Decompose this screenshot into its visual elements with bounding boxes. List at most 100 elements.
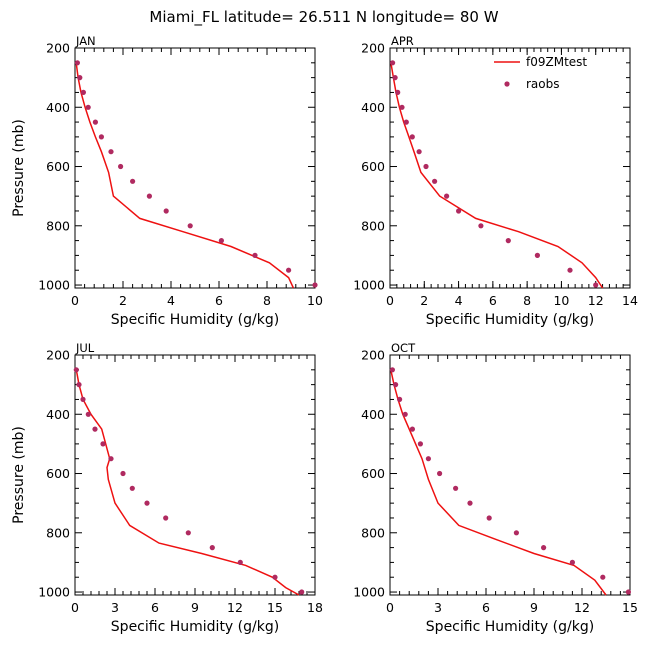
x-tick-label: 15 xyxy=(622,600,638,615)
y-tick-label: 200 xyxy=(361,41,385,56)
x-tick-label: 2 xyxy=(420,293,428,308)
obs-point xyxy=(108,149,114,155)
obs-point xyxy=(402,411,408,417)
obs-point xyxy=(593,282,599,288)
panel-label: APR xyxy=(391,34,414,48)
model-line xyxy=(390,369,607,596)
x-axis-label: Specific Humidity (g/kg) xyxy=(111,619,279,635)
x-tick-label: 0 xyxy=(71,600,79,615)
y-tick-label: 400 xyxy=(46,407,70,422)
x-tick-label: 10 xyxy=(553,293,569,308)
x-tick-label: 6 xyxy=(489,293,497,308)
obs-point xyxy=(513,530,520,536)
x-tick-label: 12 xyxy=(574,600,590,615)
plot-frame xyxy=(389,47,631,289)
obs-point xyxy=(144,500,150,506)
obs-point xyxy=(534,252,541,258)
obs-point xyxy=(393,382,399,388)
obs-point xyxy=(209,545,215,551)
obs-point xyxy=(85,104,91,110)
obs-point xyxy=(409,426,415,432)
model-line xyxy=(75,369,300,596)
obs-point xyxy=(218,238,224,244)
y-tick-label: 1000 xyxy=(38,278,70,293)
x-tick-label: 3 xyxy=(434,600,442,615)
y-tick-label: 800 xyxy=(361,218,385,233)
obs-point xyxy=(397,396,403,402)
obs-point xyxy=(416,149,422,155)
y-tick-label: 600 xyxy=(46,466,70,481)
obs-point xyxy=(100,441,106,447)
x-axis-label: Specific Humidity (g/kg) xyxy=(111,312,279,328)
y-tick-label: 600 xyxy=(361,159,385,174)
x-axis-label: Specific Humidity (g/kg) xyxy=(426,619,594,635)
obs-point xyxy=(73,367,79,373)
obs-point xyxy=(389,367,395,373)
x-tick-label: 18 xyxy=(307,600,323,615)
obs-point xyxy=(444,193,450,199)
obs-point xyxy=(600,574,606,580)
x-tick-label: 0 xyxy=(386,293,394,308)
obs-point xyxy=(505,238,511,244)
obs-point xyxy=(569,559,576,566)
plot-frame xyxy=(74,47,316,289)
x-tick-label: 12 xyxy=(227,600,243,615)
x-tick-label: 15 xyxy=(267,600,283,615)
obs-point xyxy=(425,456,431,462)
obs-point xyxy=(423,163,429,170)
y-tick-label: 200 xyxy=(46,348,70,363)
panel-label: JUL xyxy=(75,341,95,355)
x-tick-label: 0 xyxy=(386,600,394,615)
figure-title: Miami_FL latitude= 26.511 N longitude= 8… xyxy=(149,8,498,27)
obs-point xyxy=(92,426,98,432)
x-tick-label: 4 xyxy=(167,293,175,308)
obs-point xyxy=(185,530,191,536)
x-axis-label: Specific Humidity (g/kg) xyxy=(426,312,594,328)
y-tick-label: 200 xyxy=(361,348,385,363)
model-line xyxy=(75,62,295,289)
obs-point xyxy=(130,178,136,184)
y-tick-label: 800 xyxy=(46,218,70,233)
x-tick-label: 8 xyxy=(263,293,271,308)
obs-point xyxy=(409,134,415,140)
obs-point xyxy=(163,208,169,214)
y-tick-label: 400 xyxy=(46,100,70,115)
obs-point xyxy=(567,267,573,273)
obs-point xyxy=(417,441,423,447)
obs-point xyxy=(74,60,80,66)
legend-model-label: f09ZMtest xyxy=(526,55,587,69)
x-tick-label: 8 xyxy=(523,293,531,308)
y-tick-label: 400 xyxy=(361,407,385,422)
obs-point xyxy=(392,75,398,81)
legend-obs-label: raobs xyxy=(526,77,560,91)
obs-point xyxy=(395,89,401,95)
plot-frame xyxy=(389,354,631,596)
y-tick-label: 800 xyxy=(46,525,70,540)
obs-point xyxy=(478,223,484,229)
legend: f09ZMtest raobs xyxy=(494,55,587,91)
y-axis-label: Pressure (mb) xyxy=(11,426,27,524)
obs-point xyxy=(85,411,91,417)
obs-point xyxy=(390,60,396,66)
obs-point xyxy=(467,500,473,506)
legend-marker-swatch xyxy=(504,81,510,87)
panel-label: OCT xyxy=(391,341,416,355)
y-tick-label: 600 xyxy=(46,159,70,174)
y-axis-label: Pressure (mb) xyxy=(11,119,27,217)
obs-point xyxy=(252,252,258,258)
y-tick-label: 200 xyxy=(46,41,70,56)
y-tick-label: 1000 xyxy=(353,585,385,600)
obs-point xyxy=(625,589,632,595)
obs-point xyxy=(272,574,278,580)
obs-point xyxy=(80,89,86,95)
x-tick-label: 10 xyxy=(307,293,323,308)
obs-point xyxy=(146,193,152,199)
obs-point xyxy=(403,119,409,125)
obs-point xyxy=(77,75,83,81)
